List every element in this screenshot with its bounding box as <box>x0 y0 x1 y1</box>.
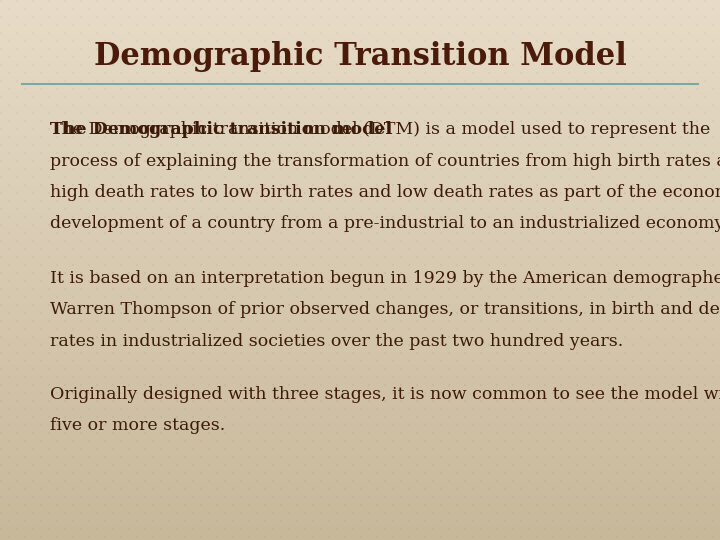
Text: development of a country from a pre-industrial to an industrialized economy: development of a country from a pre-indu… <box>50 215 720 232</box>
Text: rates in industrialized societies over the past two hundred years.: rates in industrialized societies over t… <box>50 333 624 349</box>
Text: process of explaining the transformation of countries from high birth rates and: process of explaining the transformation… <box>50 153 720 170</box>
Text: five or more stages.: five or more stages. <box>50 417 225 434</box>
Text: Warren Thompson of prior observed changes, or transitions, in birth and death: Warren Thompson of prior observed change… <box>50 301 720 318</box>
Text: The Demographic transition model (DTM) is a model used to represent the: The Demographic transition model (DTM) i… <box>50 122 711 138</box>
Text: Originally designed with three stages, it is now common to see the model with: Originally designed with three stages, i… <box>50 386 720 403</box>
Text: Demographic Transition Model: Demographic Transition Model <box>94 41 626 72</box>
Text: It is based on an interpretation begun in 1929 by the American demographer: It is based on an interpretation begun i… <box>50 270 720 287</box>
Text: The Demographic transition model: The Demographic transition model <box>50 122 392 138</box>
Text: high death rates to low birth rates and low death rates as part of the economic: high death rates to low birth rates and … <box>50 184 720 201</box>
